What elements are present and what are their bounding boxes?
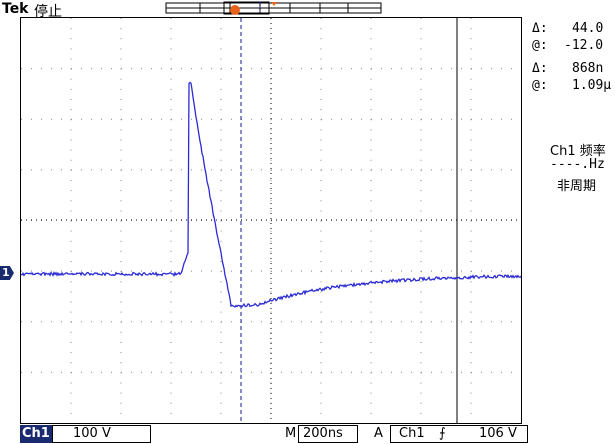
record-position-bar[interactable] [160,0,390,18]
measurement-status: 非周期 [557,175,596,194]
time-at-value: 1.09µ [572,78,611,93]
trigger-settings-box[interactable]: Ch1 ⨍ 106 V [390,425,528,443]
measurement-value: ----.Hz [550,157,605,172]
volt-delta-label: Δ: [532,21,548,36]
timebase-prefix: M [285,426,296,441]
trigger-level-value: 106 V [479,426,517,442]
timebase-box[interactable]: 200ns [298,425,358,443]
ch1-indicator[interactable]: Ch1 [20,425,52,443]
trigger-mode: A [374,426,383,441]
trigger-source: Ch1 [399,426,425,442]
ch1-ground-marker[interactable]: 1 [0,266,14,280]
waveform-display[interactable] [20,17,522,424]
waveform-graticule [21,18,521,423]
timebase-value: 200ns [299,426,357,442]
ch1-scale-box[interactable]: 100 V [52,425,151,443]
ch1-marker-label: 1 [0,266,14,280]
brand-logo: Tek [2,1,29,17]
time-delta-label: Δ: [532,61,548,76]
volt-at-value: -12.0 [564,38,603,53]
time-at-label: @: [532,78,548,93]
trigger-slope-icon: ⨍ [439,426,446,442]
volt-at-label: @: [532,38,548,53]
time-delta-value: 868n [572,61,603,76]
ch1-scale-value: 100 V [53,426,150,442]
volt-delta-value: 44.0 [572,21,603,36]
